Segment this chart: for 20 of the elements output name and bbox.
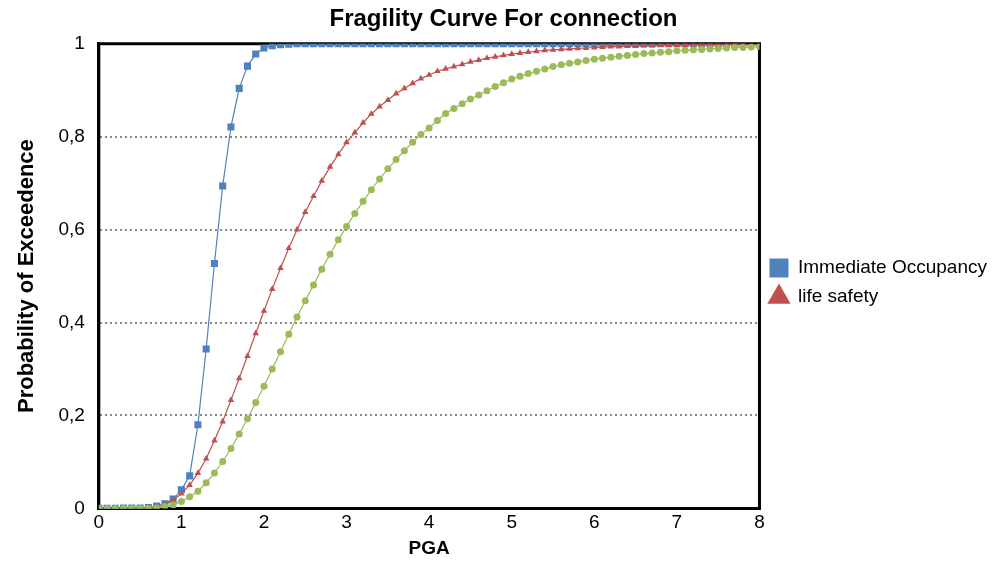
y-axis-title: Probability of Exceedence [13, 139, 39, 414]
y-tick-label: 0 [74, 496, 85, 518]
y-tick-label: 0,4 [58, 310, 86, 332]
y-tick-label: 0,6 [58, 217, 85, 239]
x-tick-label: 1 [176, 511, 187, 533]
legend-label: life safety [797, 285, 879, 307]
x-tick-label: 2 [258, 511, 270, 533]
y-tick-label: 0,2 [58, 403, 85, 425]
y-tick-label: 0,8 [58, 124, 85, 146]
x-axis-title: PGA [408, 536, 450, 558]
legend-label: Immediate Occupancy [797, 256, 988, 278]
x-tick-label: 4 [423, 511, 435, 533]
x-tick-label: 5 [506, 511, 518, 533]
x-tick-label: 0 [93, 511, 105, 533]
y-tick-label: 1 [74, 32, 85, 54]
x-tick-label: 8 [754, 511, 765, 533]
chart-title: Fragility Curve For connection [329, 4, 678, 32]
x-tick-label: 7 [671, 511, 683, 533]
x-tick-label: 3 [341, 511, 352, 533]
x-tick-label: 6 [589, 511, 600, 533]
